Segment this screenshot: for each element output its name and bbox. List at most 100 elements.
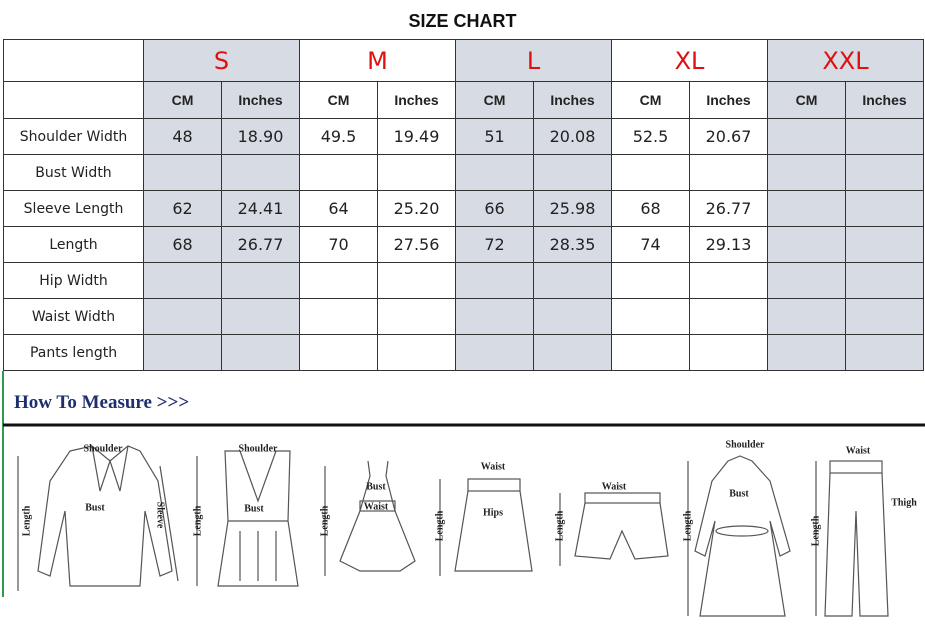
cell: [143, 262, 222, 299]
cell: 72: [455, 226, 534, 263]
cell: [767, 118, 846, 155]
measure-label: Bust: [729, 488, 749, 499]
row-label: Waist Width: [3, 298, 144, 335]
measure-label: Length: [21, 505, 32, 536]
size-table: S M L XL XXL CM Inches CM Inches CM Inches CM Inches…: [3, 39, 924, 371]
measure-label: Bust: [244, 503, 264, 514]
cell: 19.49: [377, 118, 456, 155]
cell: [767, 190, 846, 227]
row-label: Sleeve Length: [3, 190, 144, 227]
cell: [845, 262, 924, 299]
cell: 25.98: [533, 190, 612, 227]
table-row: Bust Width: [3, 154, 924, 191]
cell: [143, 334, 222, 371]
cell: [845, 190, 924, 227]
cell: 20.67: [689, 118, 768, 155]
table-row: Shoulder Width 48 18.90 49.5 19.49 51 20.08 52.…: [3, 118, 924, 155]
table-row: Length 68 26.77 70 27.56 72 28.35 74 29.13: [3, 226, 924, 263]
cell: [299, 262, 378, 299]
size-header: S: [143, 39, 300, 82]
unit-header: Inches: [221, 81, 300, 119]
cell: 26.77: [221, 226, 300, 263]
cell: 29.13: [689, 226, 768, 263]
measure-label: Sleeve: [155, 502, 166, 529]
cell: [533, 262, 612, 299]
cell: 18.90: [221, 118, 300, 155]
cell: [689, 262, 768, 299]
cell: 25.20: [377, 190, 456, 227]
cell: [689, 334, 768, 371]
unit-header: Inches: [377, 81, 456, 119]
row-label: Length: [3, 226, 144, 263]
cell: [767, 262, 846, 299]
cell: [533, 334, 612, 371]
cell: 68: [143, 226, 222, 263]
row-label: Hip Width: [3, 262, 144, 299]
cell: [377, 298, 456, 335]
table-row: S M L XL XXL: [3, 39, 924, 82]
measure-label: Bust: [85, 502, 105, 513]
measure-label: Bust: [366, 481, 386, 492]
cell: [533, 154, 612, 191]
measure-label: Waist: [846, 445, 871, 456]
cell: 51: [455, 118, 534, 155]
cell: [377, 262, 456, 299]
cell: [143, 154, 222, 191]
table-row: Sleeve Length 62 24.41 64 25.20 66 25.98 68 26.7…: [3, 190, 924, 227]
cell: 62: [143, 190, 222, 227]
size-header: L: [455, 39, 612, 82]
measure-label: Length: [554, 510, 565, 541]
cell: [221, 262, 300, 299]
unit-header: CM: [767, 81, 846, 119]
measure-label: Thigh: [891, 497, 917, 508]
measure-label: Shoulder: [239, 443, 278, 454]
size-header: XL: [611, 39, 768, 82]
cell: [221, 334, 300, 371]
size-header: M: [299, 39, 456, 82]
table-row: Waist Width: [3, 298, 924, 335]
garment-sketches: [17, 445, 889, 617]
cell: 66: [455, 190, 534, 227]
cell: [221, 154, 300, 191]
measure-label: Waist: [481, 461, 506, 472]
measure-heading: How To Measure >>>: [14, 392, 189, 413]
measure-label: Length: [319, 505, 330, 536]
unit-header: CM: [143, 81, 222, 119]
unit-header: Inches: [845, 81, 924, 119]
cell: 27.56: [377, 226, 456, 263]
cell: [611, 262, 690, 299]
cell: [299, 334, 378, 371]
cell: [845, 298, 924, 335]
unit-header: Inches: [689, 81, 768, 119]
cell: 24.41: [221, 190, 300, 227]
title: SIZE CHART: [408, 11, 517, 31]
measure-label: Waist: [602, 481, 627, 492]
measure-label: Shoulder: [726, 439, 765, 450]
cell: [689, 154, 768, 191]
measure-label: Length: [192, 505, 203, 536]
unit-header: CM: [455, 81, 534, 119]
unit-header: Inches: [533, 81, 612, 119]
unit-header: CM: [611, 81, 690, 119]
cell: [455, 154, 534, 191]
measure-label: Length: [434, 510, 445, 541]
cell: [611, 154, 690, 191]
cell: 74: [611, 226, 690, 263]
how-to-measure: How To Measure >>> Shoulder Bust Sleeve Len…: [2, 371, 925, 617]
cell: 28.35: [533, 226, 612, 263]
cell: [611, 334, 690, 371]
corner: [3, 39, 144, 82]
cell: 70: [299, 226, 378, 263]
cell: [767, 298, 846, 335]
table-row: CM Inches CM Inches CM Inches CM Inches CM Inches: [3, 81, 924, 119]
cell: 26.77: [689, 190, 768, 227]
cell: [533, 298, 612, 335]
cell: [767, 226, 846, 263]
cell: [299, 154, 378, 191]
cell: [143, 298, 222, 335]
cell: [377, 154, 456, 191]
size-header: XXL: [767, 39, 924, 82]
cell: [845, 334, 924, 371]
row-label: Pants length: [3, 334, 144, 371]
